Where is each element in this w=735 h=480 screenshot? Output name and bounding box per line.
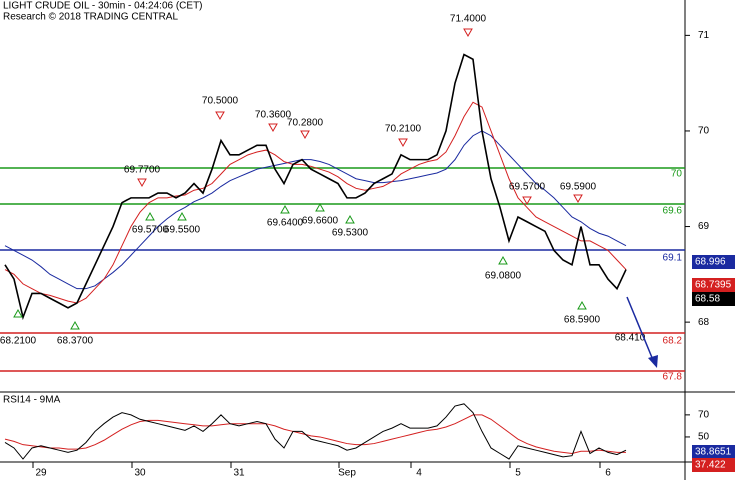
annotation-label: 68.5900 <box>564 315 601 326</box>
price-box <box>692 292 735 306</box>
high-marker <box>463 28 473 38</box>
low-marker <box>280 204 290 214</box>
x-tick-label: 6 <box>605 468 611 479</box>
annotation-label: 69.7700 <box>124 165 161 176</box>
low-marker <box>498 255 508 265</box>
x-tick-label: 29 <box>35 468 47 479</box>
annotation-label: 68.410 <box>615 333 646 344</box>
x-tick-label: 30 <box>134 468 146 479</box>
price-box <box>692 278 735 292</box>
price-box-label: 68.996 <box>695 257 726 268</box>
annotation-label: 70.5000 <box>202 96 239 107</box>
low-marker <box>13 308 23 318</box>
high-marker <box>215 111 225 121</box>
annotation-label: 69.5300 <box>332 228 369 239</box>
annotation-label: 69.6400 <box>267 218 304 229</box>
arrow-head <box>648 355 658 368</box>
level-label: 68.2 <box>663 336 683 347</box>
high-marker <box>398 138 408 148</box>
high-marker <box>522 196 532 206</box>
annotation-label: 68.2100 <box>0 336 37 347</box>
annotation-label: 69.5700 <box>509 182 546 193</box>
annotation-label: 71.4000 <box>450 14 487 25</box>
low-marker <box>145 211 155 221</box>
annotation-label: 69.0800 <box>485 271 522 282</box>
series-line <box>4 130 627 290</box>
price-box <box>692 458 735 472</box>
annotation-label: 68.3700 <box>57 336 94 347</box>
y-tick-label: 71 <box>698 30 710 41</box>
high-marker <box>573 194 583 204</box>
low-marker <box>577 300 587 310</box>
low-marker <box>70 320 80 330</box>
annotation-label: 69.5500 <box>164 225 201 236</box>
chart-title: LIGHT CRUDE OIL - 30min - 04:24:06 (CET) <box>3 0 203 11</box>
y-tick-label: 69 <box>698 221 710 232</box>
low-marker <box>345 214 355 224</box>
annotation-label: 69.5900 <box>560 182 597 193</box>
high-marker <box>268 123 278 133</box>
rsi-tick-label: 50 <box>698 432 710 443</box>
y-tick-label: 68 <box>698 317 710 328</box>
chart-subtitle: Research © 2018 TRADING CENTRAL <box>3 11 178 22</box>
x-tick-label: Sep <box>338 468 356 479</box>
level-label: 70 <box>671 169 683 180</box>
forecast-arrow <box>626 296 654 361</box>
series-line <box>4 403 627 460</box>
price-box-label: 38.8651 <box>695 447 732 458</box>
series-line <box>4 101 627 304</box>
x-tick-label: 5 <box>515 468 521 479</box>
price-box <box>692 445 735 459</box>
annotation-label: 70.2800 <box>287 118 324 129</box>
annotation-label: 69.6600 <box>302 216 339 227</box>
low-marker <box>315 202 325 212</box>
price-box-label: 37.422 <box>695 460 726 471</box>
low-marker <box>177 211 187 221</box>
level-label: 67.8 <box>663 372 683 383</box>
y-tick-label: 70 <box>698 126 710 137</box>
x-tick-label: 4 <box>416 468 422 479</box>
high-marker <box>300 130 310 140</box>
rsi-tick-label: 70 <box>698 410 710 421</box>
x-tick-label: 31 <box>233 468 245 479</box>
series-line <box>4 414 626 455</box>
series-line <box>4 53 627 321</box>
level-label: 69.1 <box>663 253 683 264</box>
price-box-label: 68.7395 <box>695 280 732 291</box>
annotation-label: 69.5700 <box>132 225 169 236</box>
price-box <box>692 255 735 269</box>
price-box-label: 68.58 <box>695 294 720 305</box>
annotation-label: 70.3600 <box>255 110 292 121</box>
annotation-label: 70.2100 <box>385 124 422 135</box>
rsi-title: RSI14 - 9MA <box>3 395 61 406</box>
level-label: 69.6 <box>663 206 683 217</box>
high-marker <box>137 178 147 188</box>
